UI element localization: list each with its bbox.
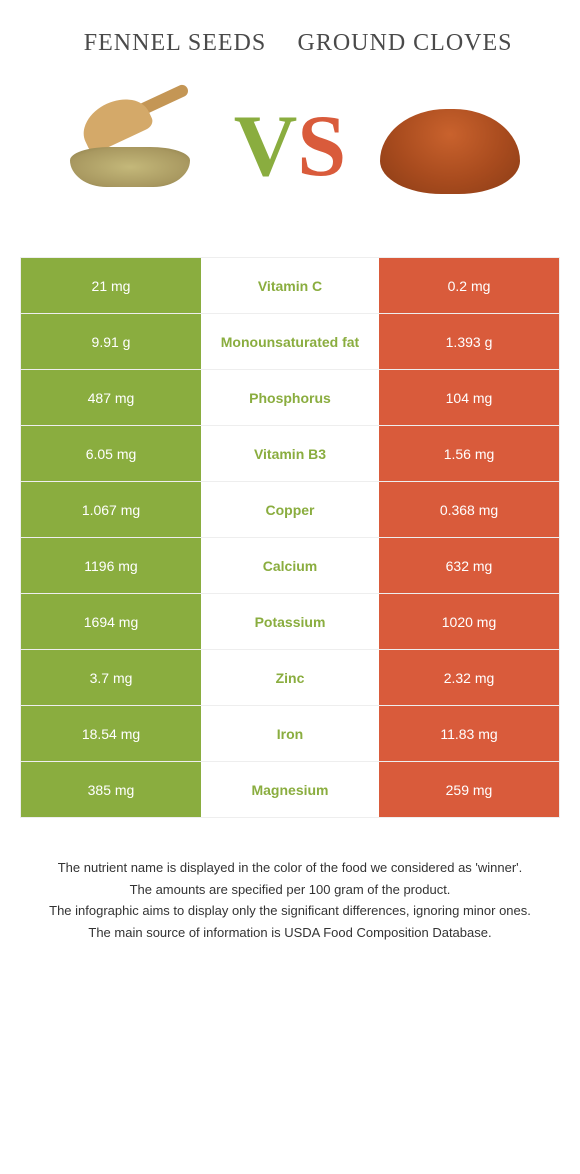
title-left: Fennel seeds — [60, 30, 290, 57]
vs-label: VS — [234, 103, 347, 191]
table-row: 18.54 mgIron11.83 mg — [21, 706, 559, 762]
table-row: 487 mgPhosphorus104 mg — [21, 370, 559, 426]
nutrient-label: Phosphorus — [201, 370, 379, 425]
table-row: 21 mgVitamin C0.2 mg — [21, 258, 559, 314]
hero: VS — [20, 87, 560, 257]
left-value: 9.91 g — [21, 314, 201, 369]
right-value: 0.2 mg — [379, 258, 559, 313]
right-value: 259 mg — [379, 762, 559, 817]
left-value: 6.05 mg — [21, 426, 201, 481]
nutrient-label: Potassium — [201, 594, 379, 649]
table-row: 9.91 gMonounsaturated fat1.393 g — [21, 314, 559, 370]
header: Fennel seeds Ground cloves — [20, 20, 560, 87]
nutrient-label: Zinc — [201, 650, 379, 705]
right-value: 104 mg — [379, 370, 559, 425]
ground-cloves-image — [370, 87, 530, 207]
nutrient-label: Iron — [201, 706, 379, 761]
table-row: 1196 mgCalcium632 mg — [21, 538, 559, 594]
right-value: 1.393 g — [379, 314, 559, 369]
right-value: 1.56 mg — [379, 426, 559, 481]
table-row: 1694 mgPotassium1020 mg — [21, 594, 559, 650]
left-value: 18.54 mg — [21, 706, 201, 761]
left-value: 1.067 mg — [21, 482, 201, 537]
left-value: 385 mg — [21, 762, 201, 817]
nutrient-label: Monounsaturated fat — [201, 314, 379, 369]
left-value: 3.7 mg — [21, 650, 201, 705]
nutrient-label: Copper — [201, 482, 379, 537]
right-value: 1020 mg — [379, 594, 559, 649]
footnote-line: The infographic aims to display only the… — [40, 901, 540, 921]
nutrient-label: Vitamin C — [201, 258, 379, 313]
left-value: 21 mg — [21, 258, 201, 313]
footnote-line: The nutrient name is displayed in the co… — [40, 858, 540, 878]
nutrient-label: Calcium — [201, 538, 379, 593]
table-row: 385 mgMagnesium259 mg — [21, 762, 559, 818]
title-right: Ground cloves — [290, 30, 520, 57]
nutrient-label: Magnesium — [201, 762, 379, 817]
vs-v: V — [234, 98, 298, 195]
nutrient-label: Vitamin B3 — [201, 426, 379, 481]
footnote-line: The amounts are specified per 100 gram o… — [40, 880, 540, 900]
footnote-line: The main source of information is USDA F… — [40, 923, 540, 943]
left-value: 487 mg — [21, 370, 201, 425]
left-value: 1694 mg — [21, 594, 201, 649]
footnotes: The nutrient name is displayed in the co… — [20, 818, 560, 984]
left-value: 1196 mg — [21, 538, 201, 593]
right-value: 0.368 mg — [379, 482, 559, 537]
right-value: 2.32 mg — [379, 650, 559, 705]
fennel-seeds-image — [50, 87, 210, 207]
vs-s: S — [297, 98, 346, 195]
table-row: 6.05 mgVitamin B31.56 mg — [21, 426, 559, 482]
comparison-table: 21 mgVitamin C0.2 mg9.91 gMonounsaturate… — [20, 257, 560, 818]
right-value: 632 mg — [379, 538, 559, 593]
table-row: 1.067 mgCopper0.368 mg — [21, 482, 559, 538]
right-value: 11.83 mg — [379, 706, 559, 761]
table-row: 3.7 mgZinc2.32 mg — [21, 650, 559, 706]
